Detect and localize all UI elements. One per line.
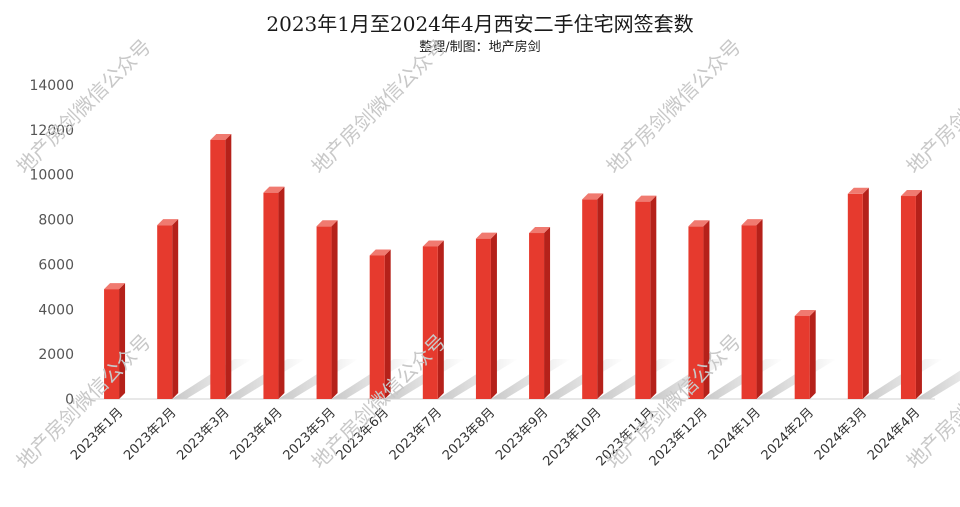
bar-top [475, 232, 497, 239]
x-tick-label: 2024年2月 [759, 405, 817, 463]
bar-top [210, 133, 232, 140]
bar-shadow [915, 370, 960, 399]
x-tick-label: 2023年9月 [493, 405, 551, 463]
bar [475, 232, 497, 399]
y-tick-label: 12000 [29, 123, 74, 139]
watermark-text: 地产房剑微信公众号 [12, 34, 156, 178]
bar-side [650, 195, 657, 399]
bar-top [582, 193, 604, 200]
bar [104, 283, 126, 399]
bar-top [263, 186, 285, 193]
bar-top [635, 195, 657, 202]
bar [316, 220, 338, 399]
bar-side [862, 187, 869, 399]
watermark-text: 地产房剑微信公众号 [602, 34, 746, 178]
bar-side [437, 240, 444, 399]
bar-front [794, 316, 810, 399]
bar-side [809, 310, 816, 399]
bar-side [756, 219, 763, 399]
bar-side [278, 186, 285, 399]
bar-front [741, 225, 757, 399]
x-tick-label: 2023年3月 [174, 405, 232, 463]
bar-top [741, 219, 763, 226]
bar-front [104, 289, 120, 399]
x-tick-label: 2023年7月 [387, 405, 445, 463]
y-tick-label: 2000 [38, 347, 74, 363]
x-tick-label: 2023年4月 [228, 405, 286, 463]
bar-front [688, 226, 704, 399]
bar-side [172, 219, 179, 399]
bar-side [597, 193, 604, 399]
bar [582, 193, 604, 399]
chart-subtitle: 整理/制图：地产房剑 [419, 40, 541, 55]
bar-front [475, 238, 491, 399]
bar-top [422, 240, 444, 247]
bar [210, 133, 232, 399]
bar [900, 190, 922, 399]
bars [104, 133, 922, 399]
bar-top [104, 283, 126, 290]
watermark-text: 地产房剑微信公众号 [902, 34, 960, 178]
bar-front [422, 246, 438, 399]
bar-front [316, 226, 332, 399]
bar-front [900, 196, 916, 399]
bar-front [369, 255, 385, 399]
x-tick-label: 2024年3月 [812, 405, 870, 463]
bar-side [225, 133, 232, 399]
bar-top [900, 190, 922, 197]
bar-top [529, 227, 551, 234]
bar [688, 220, 710, 399]
bar [263, 186, 285, 399]
bar-front [263, 192, 279, 399]
bar-top [688, 220, 710, 227]
bar [635, 195, 657, 399]
bar [369, 249, 391, 399]
x-tick-label: 2023年2月 [121, 405, 179, 463]
bar [422, 240, 444, 399]
bar-front [157, 225, 173, 399]
bar-side [119, 283, 126, 399]
bar-top [794, 310, 816, 317]
bar-side [384, 249, 391, 399]
bar-top [369, 249, 391, 256]
y-tick-label: 14000 [29, 78, 74, 94]
watermark-text: 地产房剑微信公众号 [307, 34, 451, 178]
bar-front [847, 193, 863, 399]
bar-side [544, 227, 551, 399]
bar-side [490, 232, 497, 399]
bar [847, 187, 869, 399]
y-tick-label: 4000 [38, 302, 74, 318]
x-axis: 2023年1月2023年2月2023年3月2023年4月2023年5月2023年… [68, 405, 923, 469]
y-tick-label: 6000 [38, 257, 74, 273]
bar-side [703, 220, 710, 399]
bar [741, 219, 763, 399]
bar-front [210, 139, 226, 399]
x-tick-label: 2024年1月 [706, 405, 764, 463]
y-tick-label: 10000 [29, 168, 74, 184]
bar-top [157, 219, 179, 226]
bar-side [915, 190, 922, 399]
bar-side [331, 220, 338, 399]
bar [157, 219, 179, 399]
bar-front [635, 201, 651, 399]
bar-top [847, 187, 869, 194]
bar-front [529, 233, 545, 399]
bar-top [316, 220, 338, 227]
y-tick-label: 8000 [38, 213, 74, 229]
chart-title: 2023年1月至2024年4月西安二手住宅网签套数 [266, 12, 694, 36]
bar [529, 227, 551, 399]
x-tick-label: 2023年8月 [440, 405, 498, 463]
y-tick-label: 0 [65, 392, 74, 408]
bar [794, 310, 816, 399]
bar-front [582, 199, 598, 399]
bar-shadows [172, 359, 960, 399]
y-axis: 0 2000 4000 6000 8000 10000 12000 14000 [29, 78, 74, 408]
